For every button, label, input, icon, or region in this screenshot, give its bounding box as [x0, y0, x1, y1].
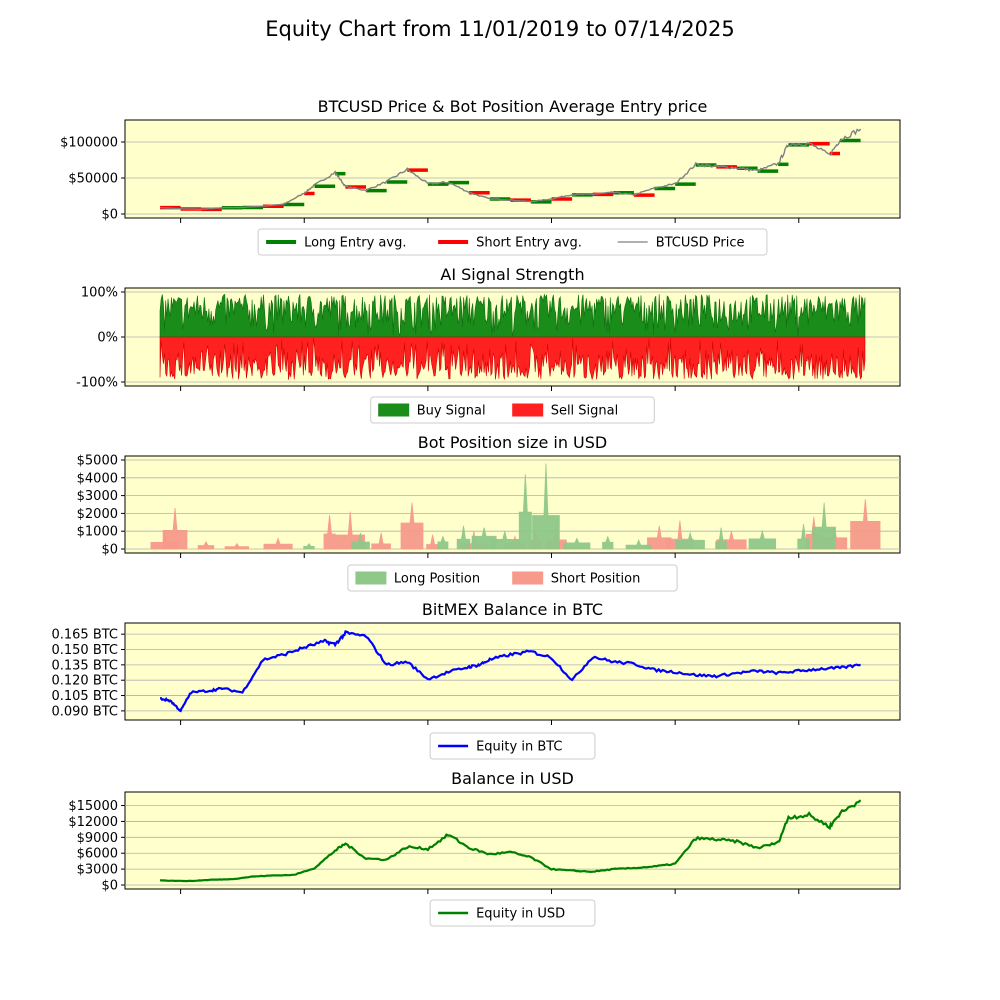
legend-item: Short Entry avg.	[438, 236, 582, 251]
long-position-area	[456, 525, 471, 550]
short-position-area	[197, 541, 215, 550]
price-line	[159, 128, 862, 211]
legend-label: Short Position	[551, 572, 641, 587]
y-tick-label: 0.150 BTC	[51, 643, 118, 658]
legend-box	[429, 899, 596, 927]
legend-swatch	[512, 403, 544, 417]
short-position-area	[371, 532, 391, 550]
plot-area	[124, 791, 901, 890]
short-position-area	[224, 542, 250, 550]
long-position-area	[675, 531, 705, 550]
legend-item: Sell Signal	[512, 403, 619, 419]
legend: Long Entry avg. Short Entry avg. BTCUSD Pr…	[257, 228, 768, 256]
y-tick-label: 0.165 BTC	[51, 628, 118, 643]
legend: Long Position Short Position	[347, 564, 678, 592]
long-position-area	[437, 535, 449, 550]
legend: Equity in BTC	[429, 732, 596, 760]
y-tick-label: 0%	[97, 331, 118, 346]
y-tick-label: $3000	[77, 863, 118, 878]
legend-item: Long Position	[355, 571, 480, 587]
legend-label: Long Position	[394, 572, 480, 587]
short-position-area	[323, 515, 336, 550]
y-tick-label: -100%	[76, 376, 118, 391]
long-position-area	[351, 532, 370, 550]
buy-signal-area	[159, 293, 866, 338]
y-tick-label: $9000	[77, 831, 118, 846]
long-position-area	[715, 527, 727, 550]
legend-swatch	[378, 403, 410, 417]
y-tick-label: 100%	[81, 286, 118, 301]
y-tick-label: 0.120 BTC	[51, 674, 118, 689]
legend-item: BTCUSD Price	[617, 236, 745, 251]
long-position-area	[303, 542, 315, 550]
legend-label: Equity in USD	[476, 907, 565, 922]
legend: Buy Signal Sell Signal	[370, 396, 655, 424]
legend-swatch	[512, 571, 544, 585]
y-tick-label: $15000	[68, 799, 118, 814]
legend-item: Equity in BTC	[438, 740, 563, 755]
legend-label: Buy Signal	[417, 404, 486, 419]
y-tick-label: $6000	[77, 847, 118, 862]
legend-swatch	[355, 571, 387, 585]
legend-item: Long Entry avg.	[266, 236, 406, 251]
legend-label: Short Entry avg.	[476, 236, 582, 251]
legend-label: Long Entry avg.	[304, 236, 406, 251]
btc-equity-line	[159, 630, 861, 713]
figure-title: Equity Chart from 11/01/2019 to 07/14/20…	[265, 17, 735, 41]
legend-item: Buy Signal	[378, 403, 486, 419]
legend-label: Equity in BTC	[476, 740, 562, 755]
chart-title: BitMEX Balance in BTC	[422, 600, 603, 619]
legend-box	[257, 228, 768, 256]
y-tick-label: $5000	[77, 454, 118, 469]
plot-area	[124, 455, 901, 554]
y-tick-label: $0	[101, 543, 118, 558]
chart-panel-signal: AI Signal Strength -100% 0% 100%	[76, 265, 901, 391]
legend-box	[429, 732, 596, 760]
y-tick-label: $50000	[68, 172, 118, 187]
short-position-area	[850, 499, 881, 550]
y-tick-label: $12000	[68, 815, 118, 830]
chart-panel-position: Bot Position size in USD $0 $1000 $2000 $300…	[77, 433, 901, 558]
legend-item: Short Position	[512, 571, 641, 587]
chart-title: AI Signal Strength	[440, 265, 584, 284]
long-position-area	[797, 524, 810, 550]
chart-title: BTCUSD Price & Bot Position Average Entr…	[318, 97, 708, 116]
short-position-area	[263, 537, 293, 550]
long-position-area	[563, 537, 591, 550]
legend-label: BTCUSD Price	[656, 236, 745, 251]
y-tick-label: 0.135 BTC	[51, 658, 118, 673]
chart-title: Balance in USD	[451, 769, 574, 788]
short-position-area	[400, 502, 424, 550]
usd-equity-line	[159, 799, 862, 883]
y-tick-label: $2000	[77, 507, 118, 522]
long-position-area	[602, 535, 614, 550]
long-position-area	[532, 463, 560, 550]
y-tick-label: $0	[101, 879, 118, 894]
legend-label: Sell Signal	[551, 404, 619, 419]
chart-title: Bot Position size in USD	[418, 433, 607, 452]
chart-panels: BTCUSD Price & Bot Position Average Entr…	[51, 97, 901, 927]
y-tick-label: $3000	[77, 489, 118, 504]
y-tick-label: 0.090 BTC	[51, 704, 118, 719]
long-position-area	[748, 529, 777, 550]
legend: Equity in USD	[429, 899, 596, 927]
y-tick-label: $100000	[60, 136, 118, 151]
plot-area	[124, 119, 901, 219]
long-position-area	[812, 502, 836, 550]
chart-panel-price: BTCUSD Price & Bot Position Average Entr…	[60, 97, 901, 223]
y-tick-label: $4000	[77, 471, 118, 486]
y-tick-label: 0.105 BTC	[51, 689, 118, 704]
y-tick-label: $1000	[77, 525, 118, 540]
sell-signal-area	[159, 336, 866, 381]
long-position-area	[518, 474, 532, 550]
long-position-area	[625, 539, 652, 550]
short-position-area	[162, 508, 188, 550]
chart-panel-usd_balance: Balance in USD $0$3000$6000$9000$12000$15…	[68, 769, 901, 894]
y-tick-label: $0	[101, 208, 118, 223]
legend-item: Equity in USD	[438, 907, 565, 922]
